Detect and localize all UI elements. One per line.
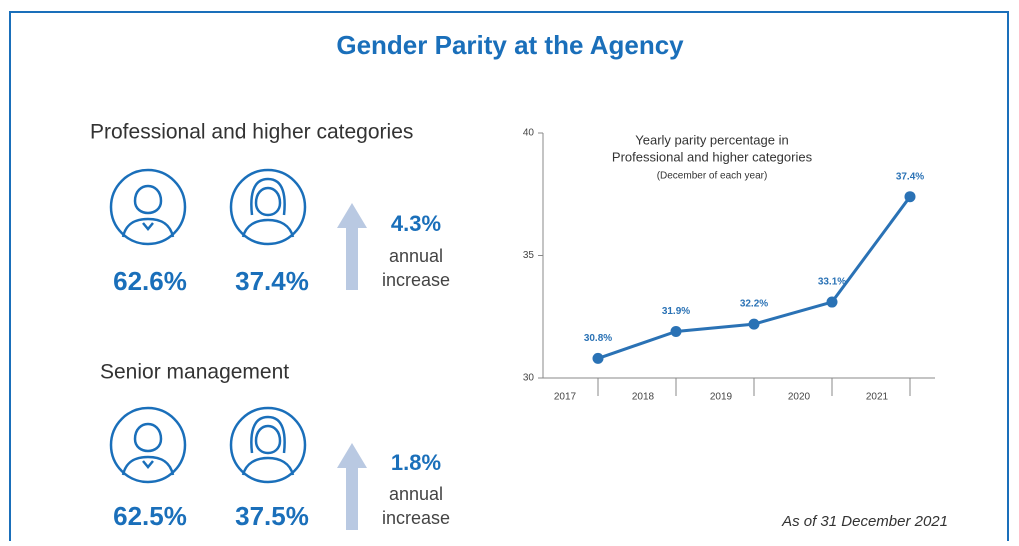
value-label: 31.9%	[662, 306, 690, 317]
men-percentage: 62.6%	[113, 266, 187, 296]
increase-label: increase	[382, 508, 450, 528]
x-tick-label: 2017	[554, 392, 577, 403]
increase-label: increase	[382, 270, 450, 290]
female-icon	[229, 406, 307, 484]
men-percentage: 62.5%	[113, 501, 187, 531]
male-icon	[109, 406, 187, 484]
women-percentage: 37.4%	[235, 266, 309, 296]
x-tick-label: 2021	[866, 392, 889, 403]
point	[826, 296, 838, 308]
increase-label: annual	[389, 246, 443, 266]
group-heading: Senior management	[100, 361, 289, 384]
frame	[9, 11, 1009, 546]
female-icon	[229, 168, 307, 246]
value-label: 32.2%	[740, 299, 768, 310]
chart-subtitle: (December of each year)	[657, 171, 768, 182]
x-tick-label: 2018	[632, 392, 655, 403]
point	[592, 352, 604, 364]
title: Gender Parity at the Agency	[336, 30, 684, 60]
y-tick-label: 40	[523, 128, 535, 139]
line	[597, 195, 912, 360]
up-arrow	[337, 203, 367, 290]
footnote: As of 31 December 2021	[781, 513, 948, 530]
group-heading: Professional and higher categories	[90, 121, 413, 144]
x-tick-label: 2019	[710, 392, 733, 403]
value-label: 33.1%	[818, 277, 846, 288]
women-percentage: 37.5%	[235, 501, 309, 531]
value-label: 37.4%	[896, 171, 924, 182]
y-tick-label: 30	[523, 373, 535, 384]
chart-title: Yearly parity percentage in	[635, 132, 788, 147]
value-label: 30.8%	[584, 333, 612, 344]
chart-title: Professional and higher categories	[612, 149, 813, 164]
y-tick-label: 35	[523, 250, 535, 261]
point	[670, 325, 682, 337]
x-tick-label: 2020	[788, 392, 811, 403]
point	[904, 191, 916, 203]
male-icon	[109, 168, 187, 246]
increase-label: annual	[389, 484, 443, 504]
up-arrow	[337, 443, 367, 530]
increase: 4.3%	[391, 211, 441, 236]
increase: 1.8%	[391, 450, 441, 475]
point	[748, 318, 760, 330]
